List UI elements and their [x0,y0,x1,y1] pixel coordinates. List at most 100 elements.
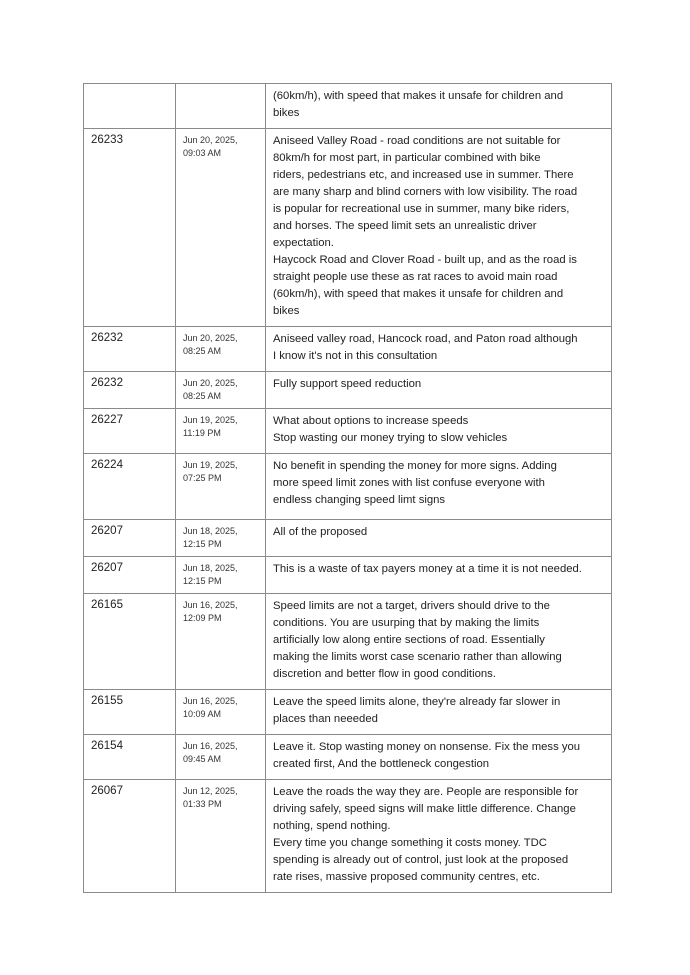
comment-line: All of the proposed [273,526,368,538]
comment-line: Aniseed Valley Road - road conditions ar… [273,135,561,147]
date-line: 12:15 PM [183,576,222,586]
submission-date: Jun 16, 2025, 10:09 AM [175,689,266,735]
table-row: 26207 Jun 18, 2025, 12:15 PM This is a wast… [83,556,612,594]
comment-line: created first, And the bottleneck conges… [273,758,490,770]
submission-id: 26232 [83,326,176,372]
comment-line: more speed limit zones with list confuse… [273,477,545,489]
submission-id: 26233 [83,128,176,327]
date-line: Jun 16, 2025, [183,696,238,706]
submission-comment: No benefit in spending the money for mor… [265,453,612,520]
date-line: Jun 19, 2025, [183,415,238,425]
comment-line: endless changing speed limt signs [273,494,446,506]
comment-line: bikes [273,305,300,317]
date-line: 12:15 PM [183,539,222,549]
comment-line: straight people use these as rat races t… [273,271,558,283]
date-line: 11:19 PM [183,428,221,438]
submission-comment: This is a waste of tax payers money at a… [265,556,612,594]
comment-line: driving safely, speed signs will make li… [273,803,576,815]
submission-date: Jun 16, 2025, 09:45 AM [175,734,266,780]
submission-id: 26232 [83,371,176,409]
comment-line: rate rises, massive proposed community c… [273,871,540,883]
submission-date: Jun 19, 2025, 07:25 PM [175,453,266,520]
comment-line: Leave the roads the way they are. People… [273,786,579,798]
comment-line: Aniseed valley road, Hancock road, and P… [273,333,578,345]
comment-line: Leave it. Stop wasting money on nonsense… [273,741,581,753]
submission-id: 26067 [83,779,176,893]
comment-line: No benefit in spending the money for mor… [273,460,557,472]
comment-line: Fully support speed reduction [273,378,422,390]
submission-id: 26207 [83,519,176,557]
submission-comment: Speed limits are not a target, drivers s… [265,593,612,690]
date-line: 09:45 AM [183,754,222,764]
comment-line: is popular for recreational use in summe… [273,203,570,215]
table-body: (60km/h), with speed that makes it unsaf… [83,83,612,893]
date-line: 12:09 PM [183,613,222,623]
date-line: Jun 20, 2025, [183,378,238,388]
submission-id: 26224 [83,453,176,520]
date-line: Jun 16, 2025, [183,600,238,610]
table-row: 26224 Jun 19, 2025, 07:25 PM No benefit in … [83,453,612,520]
comment-line: bikes [273,107,300,119]
submission-id: 26155 [83,689,176,735]
date-line: Jun 12, 2025, [183,786,238,796]
submission-date: Jun 16, 2025, 12:09 PM [175,593,266,690]
submission-date: Jun 19, 2025, 11:19 PM [175,408,266,454]
comment-line: Haycock Road and Clover Road - built up,… [273,254,577,266]
date-line: Jun 16, 2025, [183,741,238,751]
submission-comment: Aniseed valley road, Hancock road, and P… [265,326,612,372]
submission-comment: (60km/h), with speed that makes it unsaf… [265,83,612,129]
submission-comment: What about options to increase speeds Sto… [265,408,612,454]
comment-line: riders, pedestrians etc, and increased u… [273,169,574,181]
table-row: 26155 Jun 16, 2025, 10:09 AM Leave the spee… [83,689,612,735]
date-line: Jun 20, 2025, [183,333,238,343]
table-row: 26232 Jun 20, 2025, 08:25 AM Aniseed valley… [83,326,612,372]
submission-date: Jun 18, 2025, 12:15 PM [175,556,266,594]
submission-id: 26207 [83,556,176,594]
comment-line: conditions. You are usurping that by mak… [273,617,540,629]
comment-line: making the limits worst case scenario ra… [273,651,562,663]
date-line: Jun 20, 2025, [183,135,238,145]
submission-comment: Leave the speed limits alone, they're al… [265,689,612,735]
comment-line: Stop wasting our money trying to slow ve… [273,432,508,444]
comment-line: I know it's not in this consultation [273,350,438,362]
comment-line: Speed limits are not a target, drivers s… [273,600,550,612]
table-row: 26154 Jun 16, 2025, 09:45 AM Leave it. Stop… [83,734,612,780]
comment-line: (60km/h), with speed that makes it unsaf… [273,90,564,102]
comment-line: are many sharp and blind corners with lo… [273,186,578,198]
submission-comment: Aniseed Valley Road - road conditions ar… [265,128,612,327]
comment-line: 80km/h for most part, in particular comb… [273,152,541,164]
submission-id [83,83,176,129]
submission-id: 26154 [83,734,176,780]
comment-line: Leave the speed limits alone, they're al… [273,696,561,708]
comment-line: spending is already out of control, just… [273,854,569,866]
comment-line: This is a waste of tax payers money at a… [273,563,582,575]
submission-id: 26227 [83,408,176,454]
comment-line: discretion and better flow in good condi… [273,668,496,680]
date-line: 07:25 PM [183,473,222,483]
table-row: 26233 Jun 20, 2025, 09:03 AM Aniseed Valley… [83,128,612,327]
comment-line: places than neeeded [273,713,378,725]
date-line: Jun 18, 2025, [183,526,238,536]
comment-line: (60km/h), with speed that makes it unsaf… [273,288,564,300]
submission-comment: Leave the roads the way they are. People… [265,779,612,893]
comment-line: expectation. [273,237,334,249]
date-line: 08:25 AM [183,346,222,356]
table-row: (60km/h), with speed that makes it unsaf… [83,83,612,129]
comment-line: What about options to increase speeds [273,415,469,427]
submission-id: 26165 [83,593,176,690]
table-row: 26067 Jun 12, 2025, 01:33 PM Leave the road… [83,779,612,893]
submission-date: Jun 18, 2025, 12:15 PM [175,519,266,557]
comment-line: artificially low along entire sections o… [273,634,545,646]
table-row: 26165 Jun 16, 2025, 12:09 PM Speed limits a… [83,593,612,690]
submission-comment: All of the proposed [265,519,612,557]
date-line: Jun 18, 2025, [183,563,238,573]
table-row: 26232 Jun 20, 2025, 08:25 AM Fully support … [83,371,612,409]
comment-line: Every time you change something it costs… [273,837,547,849]
table-row: 26207 Jun 18, 2025, 12:15 PM All of the pro… [83,519,612,557]
submission-date: Jun 20, 2025, 08:25 AM [175,371,266,409]
submissions-table: (60km/h), with speed that makes it unsaf… [83,83,612,893]
submission-date: Jun 12, 2025, 01:33 PM [175,779,266,893]
date-line: 10:09 AM [183,709,222,719]
submission-date [175,83,266,129]
comment-line: and horses. The speed limit sets an unre… [273,220,537,232]
